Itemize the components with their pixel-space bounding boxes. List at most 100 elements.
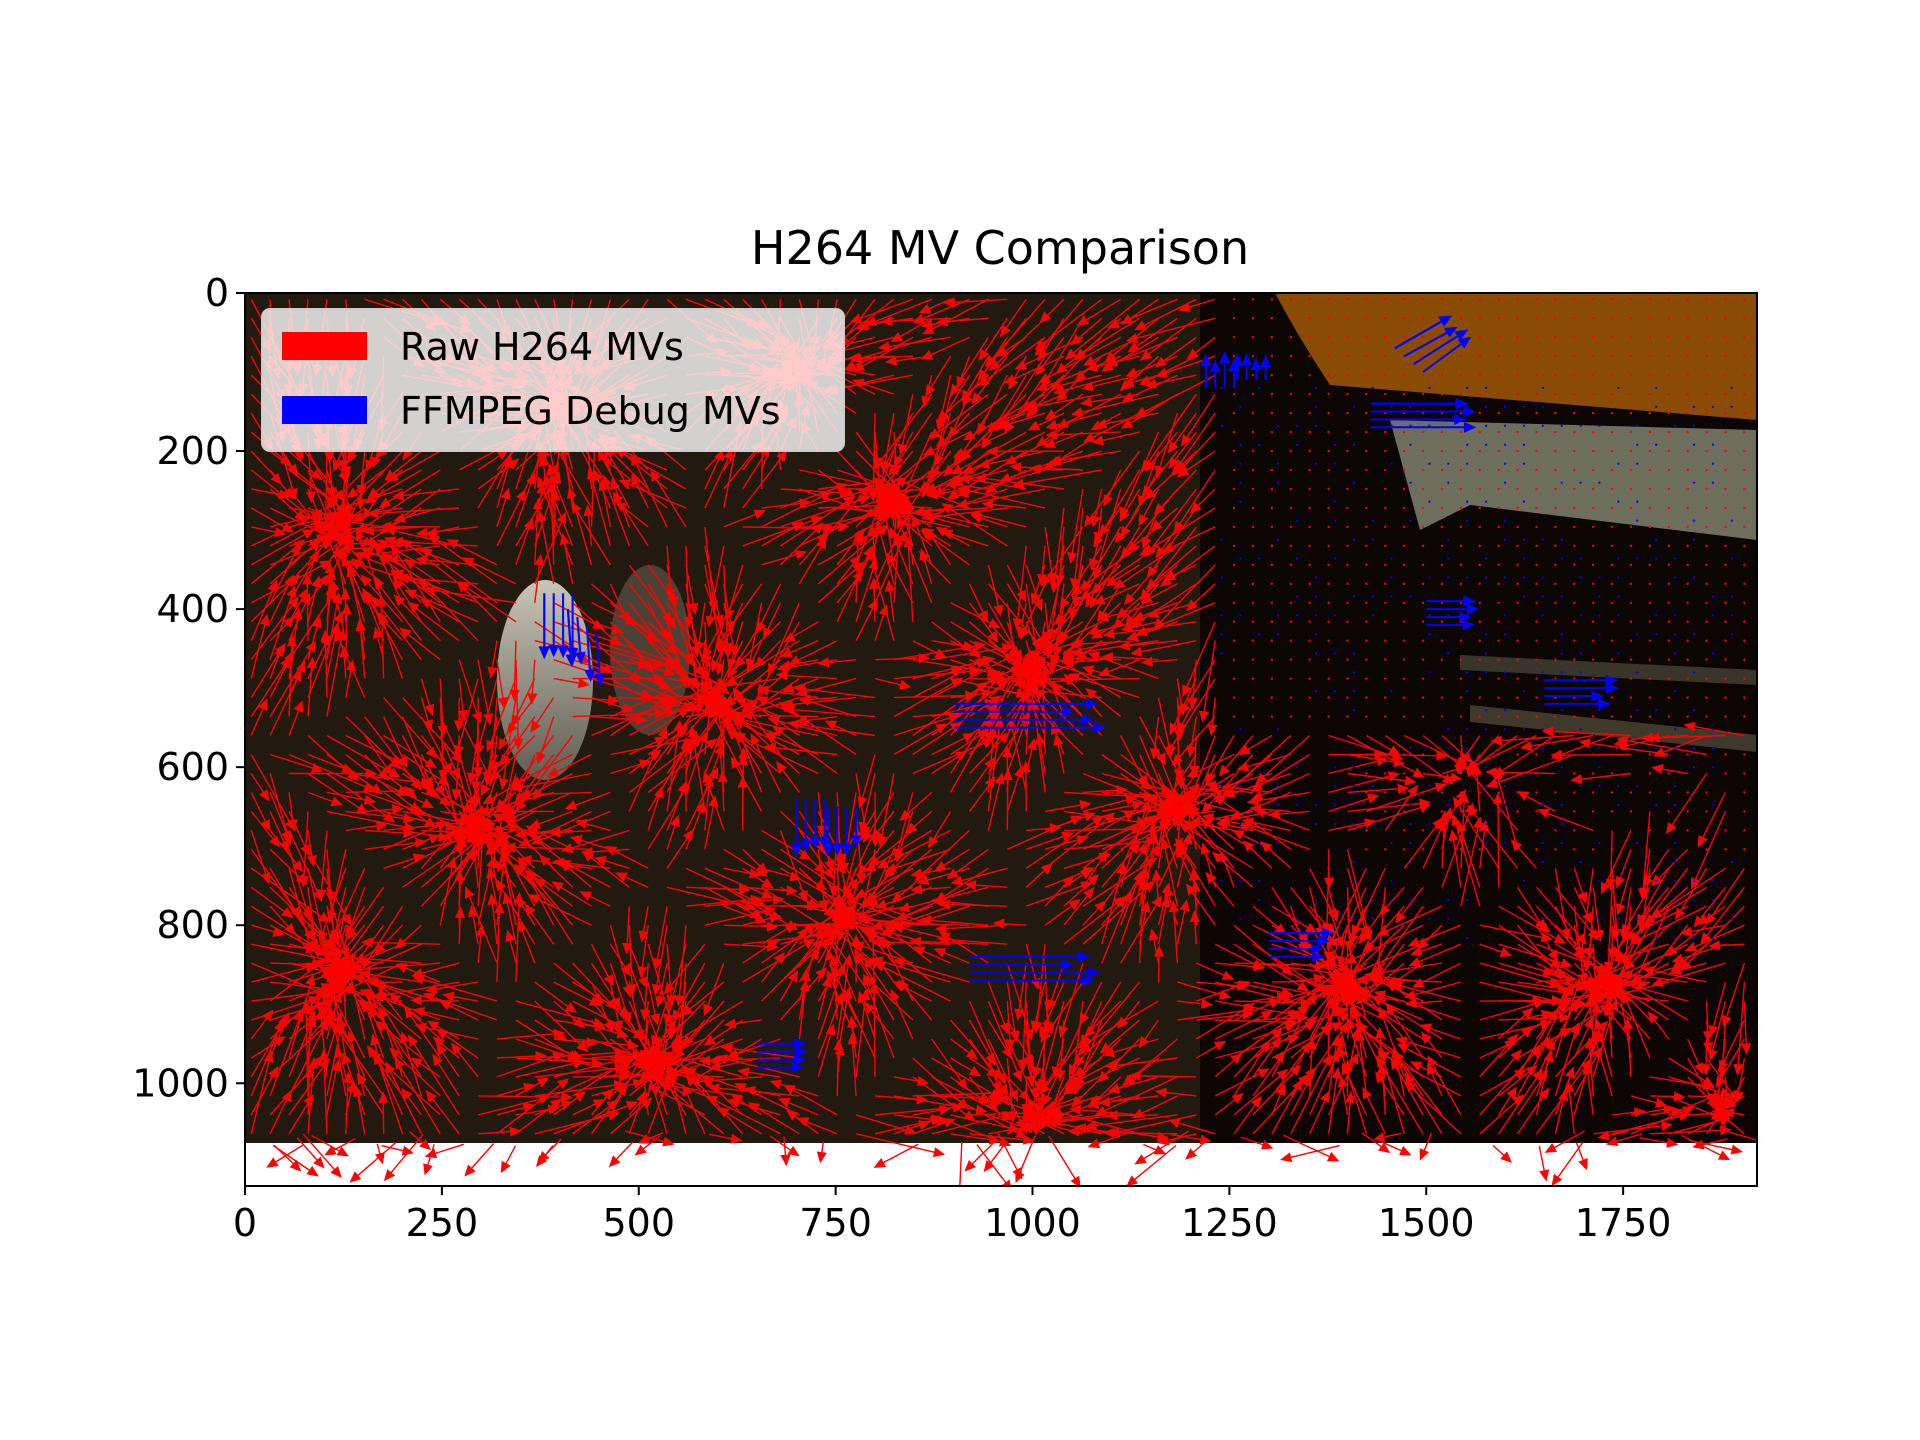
- raw-h264-mv-dot: [1667, 658, 1671, 661]
- raw-h264-mv-dot: [1403, 582, 1406, 586]
- raw-h264-mv-arrow: [1517, 962, 1555, 976]
- raw-h264-mv-arrow: [918, 298, 951, 314]
- raw-h264-mv-arrow: [1721, 962, 1746, 1028]
- raw-h264-mv-dot: [1686, 544, 1689, 548]
- raw-h264-mv-dot: [1724, 468, 1727, 472]
- raw-h264-mv-arrow: [1517, 981, 1570, 994]
- raw-h264-mv-dot: [1251, 506, 1255, 510]
- raw-h264-mv-arrow: [893, 431, 914, 468]
- raw-h264-mv-arrow: [1362, 1086, 1386, 1135]
- raw-h264-mv-arrow: [1009, 462, 1083, 473]
- raw-h264-mv-dot: [1365, 430, 1368, 434]
- raw-h264-mv-arrow: [590, 943, 614, 987]
- ffmpeg-debug-mv-dot: [1314, 633, 1318, 636]
- ffmpeg-debug-mv-dot: [1390, 405, 1393, 408]
- raw-h264-mv-arrow: [330, 1020, 385, 1097]
- raw-h264-mv-arrow: [1118, 640, 1178, 651]
- raw-h264-mv-arrow: [761, 549, 808, 566]
- raw-h264-mv-arrow: [288, 1011, 317, 1078]
- raw-h264-mv-arrow: [324, 531, 347, 585]
- raw-h264-mv-dot: [1648, 753, 1652, 756]
- raw-h264-mv-dot: [1686, 449, 1689, 453]
- raw-h264-mv-dot: [1497, 582, 1500, 586]
- raw-h264-mv-arrow: [389, 1047, 441, 1097]
- ffmpeg-debug-mv-dot: [1503, 785, 1507, 788]
- raw-h264-mv-dot: [1573, 563, 1576, 567]
- raw-h264-mv-arrow: [515, 517, 534, 566]
- raw-h264-mv-dot: [1535, 810, 1538, 813]
- raw-h264-mv-arrow: [1427, 1062, 1443, 1097]
- ffmpeg-debug-mv-dot: [1277, 424, 1280, 427]
- ffmpeg-debug-mv-dot: [1598, 785, 1601, 788]
- raw-h264-mv-arrow: [590, 981, 614, 1033]
- ffmpeg-debug-mv-dot: [1636, 443, 1639, 446]
- raw-h264-mv-dot: [1592, 430, 1595, 434]
- raw-h264-mv-arrow: [688, 725, 706, 812]
- raw-h264-mv-arrow: [345, 785, 416, 796]
- raw-h264-mv-arrow: [1140, 656, 1178, 667]
- raw-h264-mv-dot: [1743, 355, 1746, 358]
- raw-h264-mv-arrow: [1135, 602, 1216, 636]
- raw-h264-mv-arrow: [590, 1083, 628, 1135]
- raw-h264-mv-dot: [1270, 677, 1274, 680]
- raw-h264-mv-arrow: [1044, 875, 1074, 907]
- raw-h264-mv-arrow: [383, 821, 449, 850]
- raw-h264-mv-arrow: [1101, 890, 1132, 964]
- raw-h264-mv-dot: [1478, 411, 1482, 415]
- raw-h264-mv-dot: [1270, 506, 1274, 510]
- raw-h264-mv-arrow: [778, 1097, 819, 1116]
- raw-h264-mv-dot: [1308, 544, 1311, 548]
- raw-h264-mv-arrow: [624, 1130, 675, 1147]
- ffmpeg-debug-mv-dot: [1428, 462, 1431, 465]
- ffmpeg-debug-mv-dot: [1692, 538, 1696, 541]
- ffmpeg-debug-mv-dot: [1258, 841, 1261, 845]
- raw-h264-mv-arrow: [477, 806, 554, 817]
- raw-h264-mv-arrow: [1271, 992, 1316, 1078]
- raw-h264-mv-arrow: [591, 621, 625, 634]
- raw-h264-mv-dot: [1686, 639, 1689, 642]
- raw-h264-mv-arrow: [893, 1120, 931, 1135]
- raw-h264-mv-arrow: [1336, 925, 1349, 968]
- raw-h264-mv-arrow: [1348, 992, 1424, 1040]
- ffmpeg-debug-mv-dot: [1617, 462, 1620, 465]
- raw-h264-mv-dot: [1384, 468, 1387, 472]
- ffmpeg-debug-mv-dot: [1711, 898, 1714, 902]
- raw-h264-mv-dot: [1421, 487, 1425, 491]
- raw-h264-mv-dot: [1440, 411, 1444, 415]
- raw-h264-mv-arrow: [1233, 1068, 1289, 1116]
- raw-h264-mv-arrow: [737, 775, 748, 831]
- raw-h264-mv-arrow: [604, 846, 649, 869]
- raw-h264-mv-arrow: [880, 316, 951, 327]
- raw-h264-mv-dot: [1686, 791, 1689, 794]
- ffmpeg-debug-mv-dot: [1428, 917, 1431, 920]
- raw-h264-mv-dot: [1554, 848, 1557, 851]
- raw-h264-mv-arrow: [884, 579, 895, 622]
- raw-h264-mv-dot: [1440, 525, 1444, 529]
- raw-h264-mv-arrow: [1082, 900, 1106, 926]
- ffmpeg-debug-mv-dot: [1560, 538, 1563, 541]
- ffmpeg-debug-mv-dot: [1692, 481, 1696, 484]
- raw-h264-mv-arrow: [1592, 887, 1604, 942]
- raw-h264-mv-arrow: [1163, 564, 1197, 580]
- ffmpeg-debug-mv-dot: [1428, 614, 1431, 617]
- ffmpeg-debug-mv-dot: [1560, 557, 1563, 560]
- ffmpeg-debug-mv-dot: [1447, 614, 1450, 617]
- raw-h264-mv-dot: [1554, 336, 1557, 339]
- ffmpeg-debug-mv-dot: [1674, 841, 1677, 845]
- ffmpeg-debug-mv-dot: [1522, 879, 1525, 883]
- raw-h264-mv-dot: [1724, 677, 1727, 680]
- ffmpeg-debug-mv-dot: [1655, 879, 1658, 883]
- raw-h264-mv-dot: [1459, 544, 1463, 548]
- raw-h264-mv-arrow: [1517, 905, 1551, 933]
- y-tick-label: 1000: [132, 1061, 229, 1105]
- raw-h264-mv-arrow: [1573, 868, 1588, 905]
- raw-h264-mv-arrow: [1123, 564, 1160, 606]
- raw-h264-mv-arrow: [1253, 808, 1310, 832]
- raw-h264-mv-arrow: [742, 938, 816, 983]
- raw-h264-mv-dot: [1648, 355, 1652, 358]
- raw-h264-mv-dot: [1592, 392, 1595, 396]
- raw-h264-mv-arrow: [919, 915, 989, 926]
- ffmpeg-debug-mv-arrow: [1413, 329, 1468, 365]
- ffmpeg-debug-mv-dot: [1409, 785, 1412, 788]
- raw-h264-mv-dot: [1554, 449, 1557, 453]
